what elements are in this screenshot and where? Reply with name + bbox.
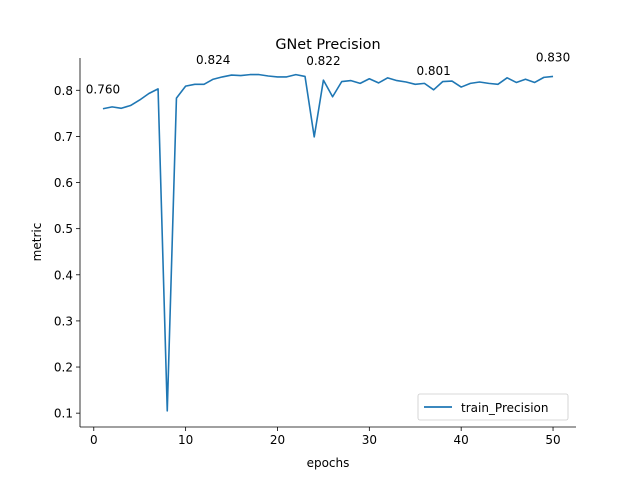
y-tick-label: 0.5 bbox=[54, 222, 73, 236]
annotation-layer: 0.760 0.824 0.822 0.801 0.830 bbox=[86, 50, 570, 96]
y-ticks: 0.1 0.2 0.3 0.4 0.5 0.6 0.7 0.8 bbox=[54, 84, 80, 421]
y-tick-label: 0.6 bbox=[54, 176, 73, 190]
data-label: 0.760 bbox=[86, 83, 120, 97]
legend: train_Precision bbox=[417, 393, 569, 421]
data-label: 0.824 bbox=[196, 53, 230, 67]
y-tick-label: 0.1 bbox=[54, 407, 73, 421]
y-axis-label: metric bbox=[30, 223, 44, 262]
series-line-train-precision bbox=[102, 73, 554, 412]
y-tick-label: 0.2 bbox=[54, 361, 73, 375]
x-tick-label: 50 bbox=[545, 433, 560, 447]
y-tick-label: 0.7 bbox=[54, 130, 73, 144]
chart-title: GNet Precision bbox=[275, 37, 380, 53]
y-tick-label: 0.4 bbox=[54, 268, 73, 282]
x-tick-label: 10 bbox=[178, 433, 193, 447]
legend-label-train-precision: train_Precision bbox=[461, 401, 548, 415]
x-tick-label: 20 bbox=[270, 433, 285, 447]
y-tick-label: 0.3 bbox=[54, 314, 73, 328]
series-layer bbox=[102, 73, 554, 412]
x-tick-label: 0 bbox=[90, 433, 98, 447]
legend-frame bbox=[417, 393, 569, 421]
data-label: 0.822 bbox=[306, 54, 340, 68]
data-label: 0.830 bbox=[536, 50, 570, 64]
x-ticks: 0 10 20 30 40 50 bbox=[90, 427, 561, 447]
data-label: 0.801 bbox=[416, 64, 450, 78]
y-tick-label: 0.8 bbox=[54, 84, 73, 98]
x-tick-label: 30 bbox=[362, 433, 377, 447]
x-tick-label: 40 bbox=[454, 433, 469, 447]
plot-area: 0 10 20 30 40 50 0.1 0.2 0.3 0.4 0.5 0.6 0.7 0.8 0.7… bbox=[54, 50, 576, 447]
x-axis-label: epochs bbox=[307, 456, 350, 470]
